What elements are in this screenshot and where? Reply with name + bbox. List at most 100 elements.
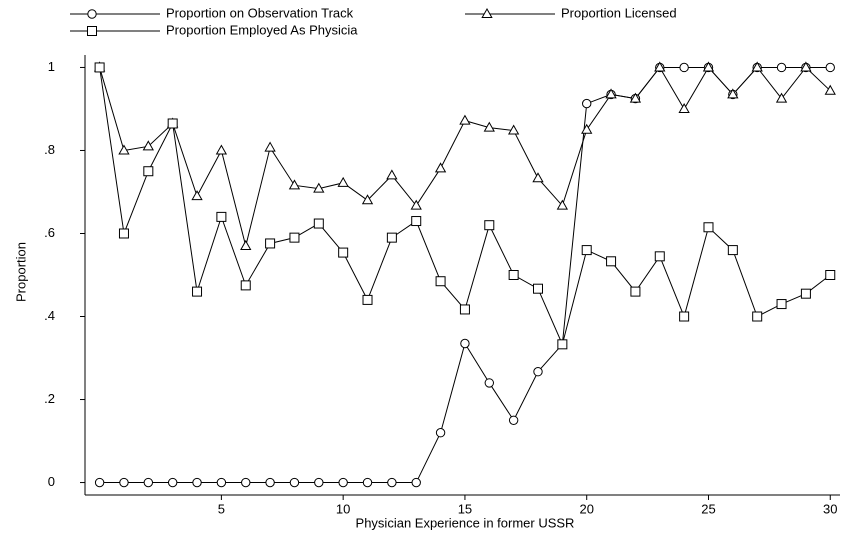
y-tick-label: 1 [48, 59, 55, 74]
marker [94, 477, 105, 488]
marker [167, 118, 178, 129]
marker [386, 232, 397, 243]
marker [434, 162, 447, 173]
marker [410, 199, 422, 210]
marker [240, 280, 251, 291]
marker [775, 92, 788, 103]
marker [582, 98, 592, 109]
marker [241, 477, 251, 488]
marker [264, 141, 276, 152]
marker [507, 124, 520, 135]
marker [654, 61, 666, 72]
marker [265, 238, 276, 249]
legend-label: Proportion Employed As Physicia [166, 22, 358, 37]
marker [216, 477, 227, 488]
marker [289, 232, 300, 243]
marker [679, 62, 689, 73]
marker [216, 211, 227, 222]
marker [484, 378, 494, 388]
marker [581, 245, 592, 256]
series-line [99, 67, 831, 346]
marker [484, 220, 495, 231]
marker [87, 26, 97, 36]
marker [361, 194, 374, 205]
y-axis-label: Proportion [13, 242, 28, 302]
marker [338, 247, 349, 258]
marker [556, 199, 569, 210]
marker [313, 218, 324, 229]
marker [460, 338, 470, 349]
marker [118, 228, 129, 239]
marker [727, 245, 738, 256]
marker [776, 299, 787, 310]
marker [752, 311, 763, 322]
marker [215, 144, 228, 155]
marker [289, 477, 300, 488]
marker [143, 166, 154, 177]
marker [192, 477, 202, 488]
marker [532, 172, 544, 183]
marker [386, 169, 398, 180]
x-tick-label: 30 [823, 501, 837, 516]
y-tick-label: .8 [44, 142, 55, 157]
marker [167, 477, 178, 488]
marker [240, 239, 252, 250]
marker [435, 428, 446, 438]
marker [265, 477, 275, 488]
marker [459, 304, 470, 315]
marker [143, 477, 154, 488]
series-line [99, 66, 831, 484]
marker [191, 190, 203, 201]
marker [800, 61, 812, 72]
marker [825, 62, 835, 73]
marker [119, 477, 129, 488]
marker [142, 140, 154, 151]
marker [94, 62, 105, 73]
marker [337, 176, 349, 187]
marker [679, 311, 690, 322]
marker [459, 114, 471, 125]
legend-label: Proportion Licensed [561, 5, 677, 20]
marker [751, 61, 763, 72]
marker [313, 182, 325, 193]
marker [825, 270, 836, 280]
marker [581, 123, 593, 134]
marker [481, 7, 493, 18]
x-tick-label: 5 [218, 501, 225, 516]
marker [654, 251, 665, 262]
marker [508, 415, 519, 425]
legend-label: Proportion on Observation Track [166, 5, 354, 20]
marker [533, 283, 543, 294]
marker [192, 286, 203, 297]
marker [678, 102, 690, 113]
marker [824, 84, 836, 95]
marker [508, 270, 519, 280]
marker [702, 61, 715, 72]
marker [800, 288, 811, 299]
marker [483, 121, 495, 132]
marker [362, 477, 373, 488]
x-tick-label: 20 [579, 501, 593, 516]
x-axis-label: Physician Experience in former USSR [356, 515, 575, 530]
marker [629, 92, 642, 103]
y-tick-label: .4 [44, 308, 55, 323]
marker [703, 222, 714, 233]
marker [630, 286, 641, 297]
marker [605, 88, 617, 99]
marker [557, 339, 568, 350]
marker [288, 179, 301, 190]
marker [314, 477, 324, 488]
x-tick-label: 10 [336, 501, 350, 516]
x-tick-label: 25 [701, 501, 715, 516]
y-tick-label: 0 [48, 474, 55, 489]
y-tick-label: .2 [44, 391, 55, 406]
marker [362, 294, 373, 305]
marker [87, 9, 97, 19]
marker [118, 144, 130, 155]
marker [606, 256, 617, 267]
marker [387, 477, 397, 488]
y-tick-label: .6 [44, 225, 55, 240]
marker [435, 276, 446, 287]
marker [776, 62, 787, 73]
series-line [99, 66, 831, 247]
